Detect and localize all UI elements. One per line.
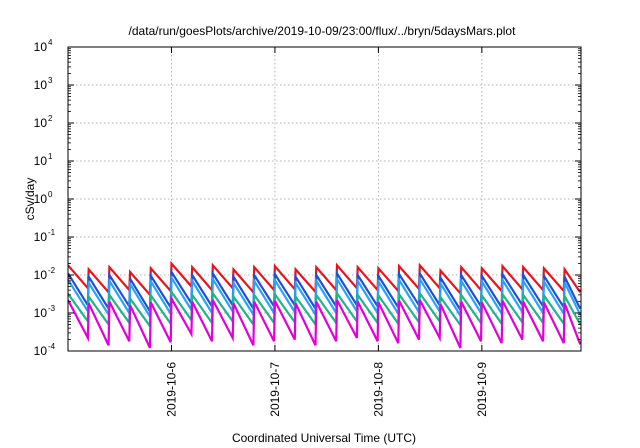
x-tick-label: 2019-10-6 <box>164 362 178 417</box>
x-axis-label: Coordinated Universal Time (UTC) <box>232 431 416 445</box>
y-tick-label: 10 <box>34 116 48 130</box>
y-tick-exponent: 4 <box>48 38 53 47</box>
y-axis-label: cSv/day <box>23 178 37 221</box>
chart-title: /data/run/goesPlots/archive/2019-10-09/2… <box>129 24 517 38</box>
y-tick-label: 10 <box>34 78 48 92</box>
y-tick-exponent: -4 <box>48 342 56 351</box>
y-tick-exponent: -1 <box>48 228 56 237</box>
y-tick-label: 10 <box>34 230 48 244</box>
x-tick-label: 2019-10-8 <box>371 362 385 417</box>
x-axis: 2019-10-6 2019-10-7 2019-10-8 2019-10-9 <box>164 47 489 417</box>
y-tick-label: 10 <box>34 154 48 168</box>
y-tick-exponent: 0 <box>48 190 53 199</box>
y-tick-label: 10 <box>34 192 48 206</box>
y-tick-exponent: 3 <box>48 76 53 85</box>
series-line-1 <box>68 268 581 316</box>
y-tick-label: 10 <box>34 344 48 358</box>
y-tick-exponent: -2 <box>48 266 56 275</box>
series-line-2 <box>68 273 581 321</box>
series-line-3 <box>68 288 581 330</box>
x-tick-label: 2019-10-9 <box>475 362 489 417</box>
series-line-0 <box>68 260 581 298</box>
y-tick-exponent: 1 <box>48 152 53 161</box>
series-layer <box>68 260 581 349</box>
y-tick-label: 10 <box>34 40 48 54</box>
series-line-4 <box>68 294 581 349</box>
y-tick-label: 10 <box>34 268 48 282</box>
y-tick-exponent: -3 <box>48 304 56 313</box>
x-tick-label: 2019-10-7 <box>268 362 282 417</box>
y-tick-exponent: 2 <box>48 114 53 123</box>
y-tick-label: 10 <box>34 306 48 320</box>
